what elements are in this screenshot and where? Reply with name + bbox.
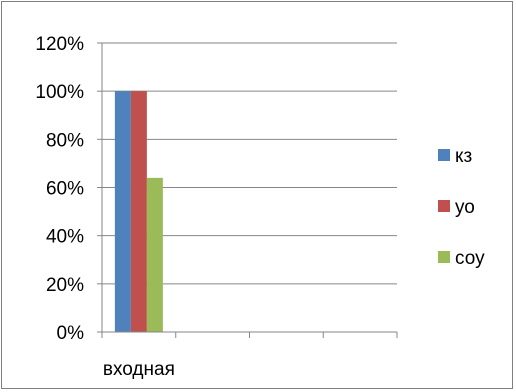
y-tick-labels: 0% 20% 40% 60% 80% 100% 120% bbox=[35, 34, 84, 344]
y-tick-label: 40% bbox=[46, 227, 84, 248]
legend-label: соу bbox=[455, 248, 485, 269]
y-tick-label: 120% bbox=[35, 34, 84, 55]
legend-swatch bbox=[438, 251, 450, 263]
legend-label: кз bbox=[455, 146, 472, 167]
bar-кз bbox=[114, 91, 131, 333]
bar-соу bbox=[146, 177, 163, 332]
legend-swatch bbox=[438, 200, 450, 212]
bars bbox=[114, 91, 163, 333]
bar-уо bbox=[130, 91, 147, 333]
x-tick-label: входная bbox=[103, 359, 175, 380]
y-tick-label: 20% bbox=[46, 275, 84, 296]
y-tick-label: 80% bbox=[46, 130, 84, 151]
axes bbox=[97, 42, 398, 338]
x-tick-labels: входная bbox=[103, 359, 175, 380]
y-tick-label: 0% bbox=[57, 323, 85, 344]
y-tick-label: 100% bbox=[35, 82, 84, 103]
legend-label: уо bbox=[455, 197, 475, 218]
legend: кз уо соу bbox=[438, 146, 485, 269]
legend-swatch bbox=[438, 149, 450, 161]
y-tick-label: 60% bbox=[46, 179, 84, 200]
